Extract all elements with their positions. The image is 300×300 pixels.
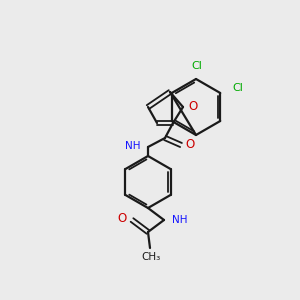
Text: Cl: Cl (192, 61, 203, 71)
Text: NH: NH (125, 141, 141, 151)
Text: O: O (188, 100, 198, 112)
Text: NH: NH (172, 215, 188, 225)
Text: O: O (117, 212, 127, 224)
Text: CH₃: CH₃ (141, 252, 160, 262)
Text: O: O (185, 139, 195, 152)
Text: Cl: Cl (233, 83, 244, 93)
